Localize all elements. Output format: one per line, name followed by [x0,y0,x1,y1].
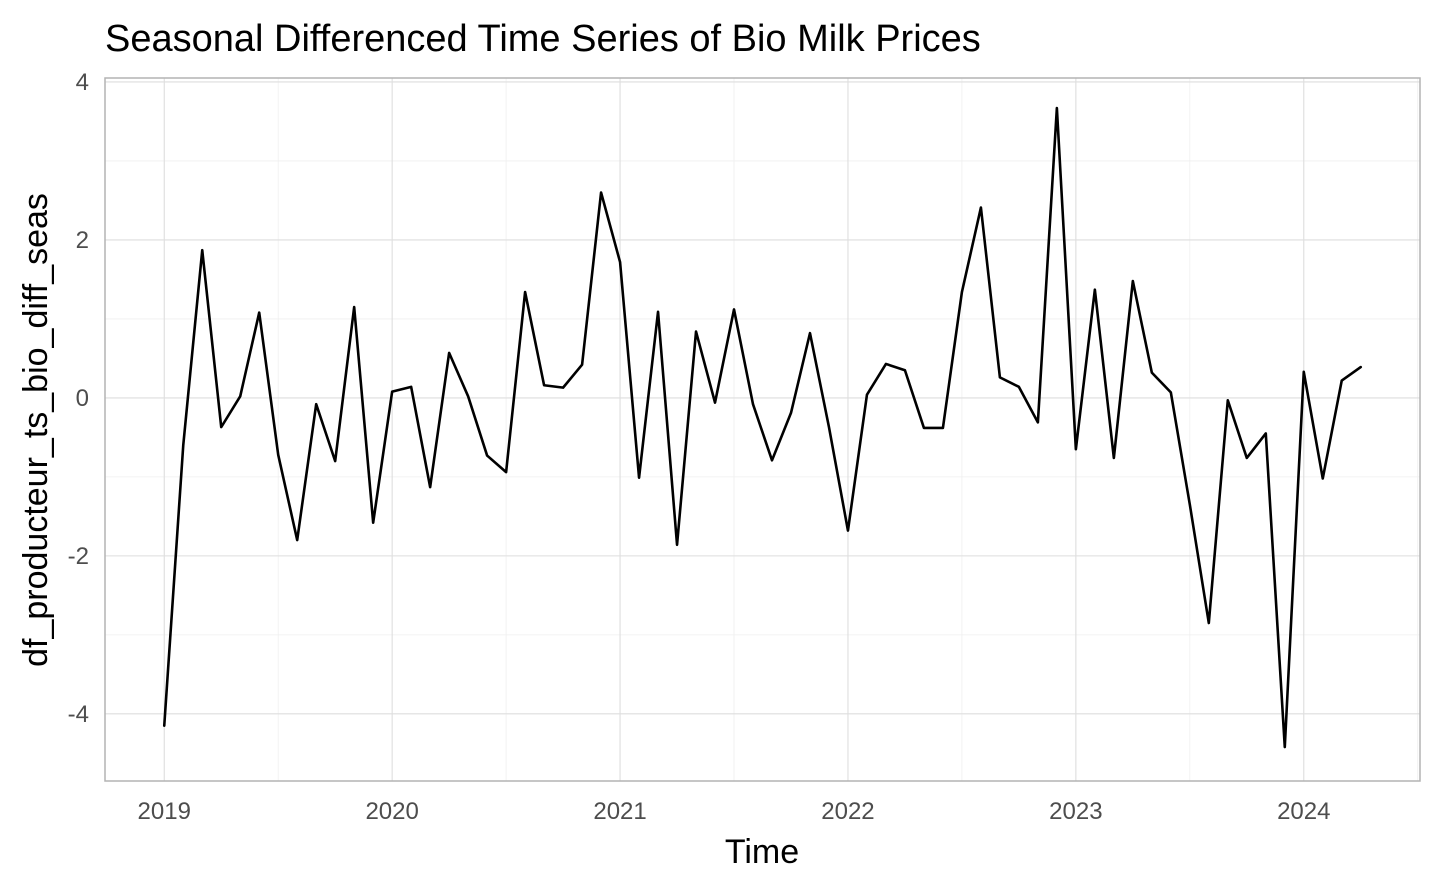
data-point [542,383,546,387]
data-point [1283,745,1287,749]
minor-gridlines [105,78,1420,781]
data-point [1340,379,1344,383]
data-point [314,402,318,406]
data-point [846,529,850,533]
data-point [162,724,166,728]
data-point [713,401,717,405]
data-point [694,330,698,334]
x-tick-label: 2023 [1049,798,1102,825]
data-point [751,402,755,406]
chart-title: Seasonal Differenced Time Series of Bio … [105,18,981,60]
y-tick-label: 4 [76,69,89,96]
series-line [162,106,1363,749]
data-point [960,290,964,294]
data-point [352,305,356,309]
data-point [770,458,774,462]
data-point [200,248,204,252]
data-point [618,260,622,264]
x-tick-label: 2022 [821,798,874,825]
data-point [675,543,679,547]
major-gridlines [105,78,1420,781]
y-tick-label: 0 [76,385,89,412]
data-point [409,385,413,389]
data-point [827,425,831,429]
data-point [219,425,223,429]
data-point [580,363,584,367]
x-tick-label: 2021 [593,798,646,825]
data-point [295,538,299,542]
y-axis-title: df_producteur_ts_bio_diff_seas [17,193,55,667]
data-point [732,307,736,311]
data-point [865,393,869,397]
data-point [1017,385,1021,389]
data-point [884,362,888,366]
data-point [808,331,812,335]
data-point [1150,371,1154,375]
data-point [1112,456,1116,460]
data-point [941,426,945,430]
data-point [1245,456,1249,460]
data-point [428,485,432,489]
data-point [276,453,280,457]
data-point [257,311,261,315]
data-point [1131,279,1135,283]
data-point [1055,106,1059,110]
x-tick-label: 2020 [365,798,418,825]
data-point [333,459,337,463]
data-point [371,521,375,525]
data-point [979,206,983,210]
data-point [485,454,489,458]
x-axis-title: Time [725,833,799,871]
data-point [1036,420,1040,424]
data-point [1226,398,1230,402]
y-tick-label: -2 [68,543,89,570]
data-point [1169,390,1173,394]
data-point [181,443,185,447]
plot-panel-border [104,77,1421,782]
y-axis-ticks: -4 -2 0 2 4 [68,69,89,728]
x-tick-label: 2024 [1277,798,1330,825]
data-point [1302,370,1306,374]
data-point [390,390,394,394]
data-point [1207,621,1211,625]
data-point [466,394,470,398]
data-point [1359,365,1363,369]
series-layer [162,106,1363,749]
x-tick-label: 2019 [138,798,191,825]
data-point [1264,431,1268,435]
data-point [599,191,603,195]
data-point [998,375,1002,379]
data-point [504,470,508,474]
x-axis-ticks: 2019 2020 2021 2022 2023 2024 [138,798,1331,825]
data-point [447,351,451,355]
data-point [656,310,660,314]
data-point [561,386,565,390]
data-point [523,290,527,294]
data-point [1321,476,1325,480]
data-point [1074,447,1078,451]
data-point [922,426,926,430]
data-point [903,368,907,372]
data-point [637,476,641,480]
data-point [238,394,242,398]
y-tick-label: 2 [76,227,89,254]
y-tick-label: -4 [68,701,89,728]
data-point [1188,503,1192,507]
data-point [1093,288,1097,292]
data-point [789,411,793,415]
